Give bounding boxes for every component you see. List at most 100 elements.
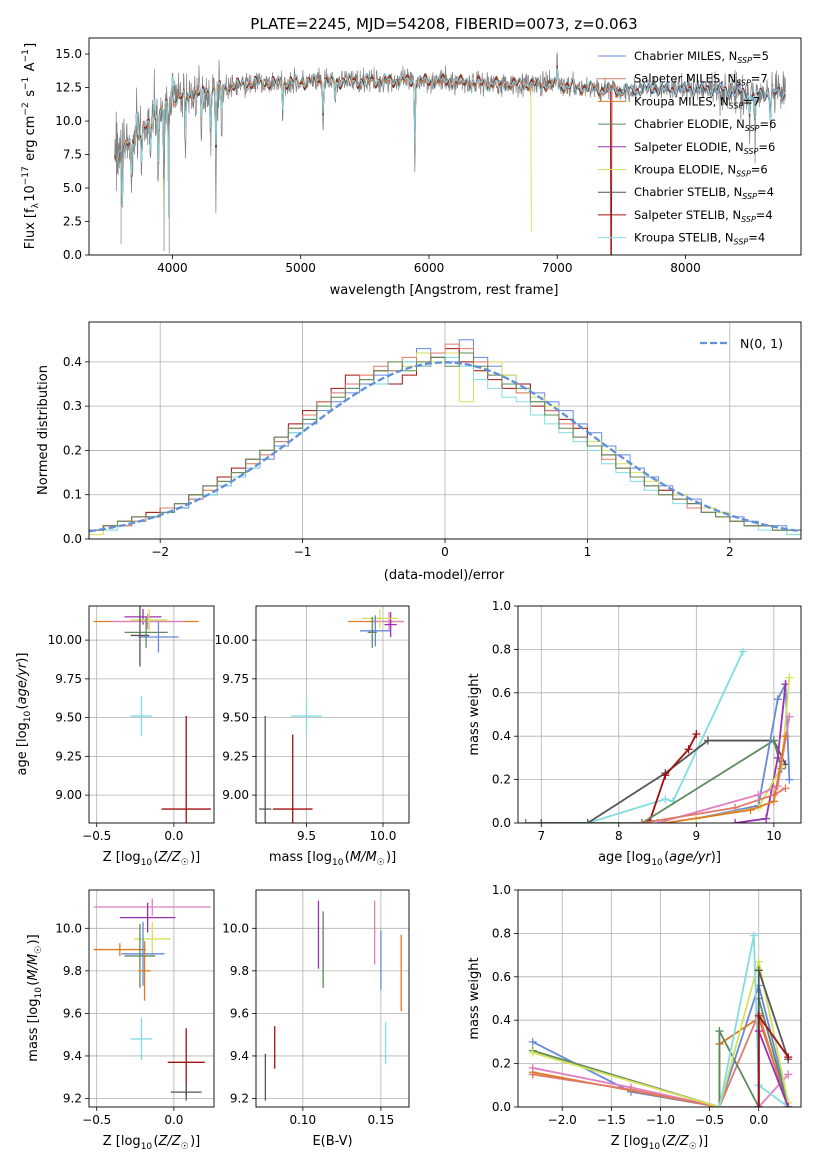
weight-marker xyxy=(762,814,771,823)
weight-series-salpeter_elodie xyxy=(734,684,787,823)
data-point xyxy=(170,1083,202,1101)
frame: −0.5 0.0 9.2 9.4 9.6 9.8 10.0 xyxy=(55,889,215,1127)
y-tick-label: 0.8 xyxy=(492,642,511,656)
label-part: Z/Z xyxy=(158,1134,182,1149)
x-tick-label: 2 xyxy=(726,545,734,559)
y-tick-label: 0.3 xyxy=(63,399,82,413)
axes-frame xyxy=(88,37,802,256)
weight-series-pink xyxy=(657,716,791,823)
label-part: =7 xyxy=(751,72,768,86)
label-part: mass weight xyxy=(467,957,482,1039)
weight-marker xyxy=(785,775,794,784)
data-point xyxy=(119,902,176,933)
weight-series-kroupa_elodie xyxy=(532,961,790,1107)
label-part: A xyxy=(23,62,38,75)
weight-marker xyxy=(754,966,763,975)
x-tick-label: 4000 xyxy=(157,261,188,275)
data-point xyxy=(384,612,397,637)
y-tick-label: 10.00 xyxy=(215,633,249,647)
x-tick-label: −2 xyxy=(151,545,169,559)
axes-frame xyxy=(88,889,215,1108)
x-tick-label: 7 xyxy=(537,829,545,843)
x-axis-label: mass [log10 (M/M☉ )] xyxy=(269,850,396,868)
data-point xyxy=(291,697,322,735)
label-part: ☉ xyxy=(34,946,44,954)
y-tick-label: 0.0 xyxy=(63,532,82,546)
data-point xyxy=(93,898,211,916)
y-tick-label: 10.00 xyxy=(48,633,82,647)
y-axis-label: age [log10 (age/yr)] xyxy=(15,653,33,776)
data-point xyxy=(110,613,185,630)
data-point xyxy=(93,943,147,956)
label-part: =7 xyxy=(743,94,760,108)
label-part: ( xyxy=(345,850,350,865)
label-part: )] xyxy=(26,934,41,944)
x-tick-label: 1 xyxy=(584,545,592,559)
label-part: age/yr xyxy=(15,661,30,704)
weight-marker xyxy=(785,712,794,721)
label-part: SSP xyxy=(736,79,751,88)
y-tick-label: 9.2 xyxy=(230,1091,249,1105)
weight-marker xyxy=(731,803,740,812)
x-axis-label: E(B-V) xyxy=(312,1134,352,1149)
label-part: age [log xyxy=(598,850,651,865)
y-tick-label: 0.4 xyxy=(63,355,82,369)
label-part: SSP xyxy=(741,215,756,224)
label-part: Salpeter MILES, N xyxy=(634,72,736,86)
y-tick-label: 0.2 xyxy=(63,443,82,457)
data-point xyxy=(124,616,168,648)
grid xyxy=(89,606,214,823)
y-tick-label: 9.50 xyxy=(222,711,249,725)
plot-area xyxy=(528,931,793,1107)
weight-series-pink xyxy=(532,1067,789,1107)
y-tick-label: 0.6 xyxy=(492,970,511,984)
x-tick-label: 8000 xyxy=(670,261,701,275)
axes-frame xyxy=(88,321,802,540)
weight-marker xyxy=(781,732,790,741)
x-tick-label: 0.0 xyxy=(164,1113,183,1127)
y-tick-label: 0.6 xyxy=(492,686,511,700)
y-tick-label: 9.6 xyxy=(63,1006,82,1020)
label-part: −1 xyxy=(21,77,31,90)
y-tick-label: 9.00 xyxy=(55,788,82,802)
plot-area xyxy=(93,606,211,823)
y-tick-label: 0.2 xyxy=(492,773,511,787)
label-part: mass [log xyxy=(269,850,332,865)
label-part: =6 xyxy=(751,163,768,177)
x-tick-label: 0 xyxy=(441,545,449,559)
label-part: ☉ xyxy=(377,858,385,868)
grid xyxy=(89,890,214,1107)
label-part: SSP xyxy=(736,170,751,179)
axes-spectrum: 4000 5000 6000 7000 8000 0.0 2.5 5.0 7.5 10.0 12.5… xyxy=(55,37,802,275)
data-point xyxy=(259,716,272,823)
frame: 4000 5000 6000 7000 8000 0.0 2.5 5.0 7.5 10.0 12.5… xyxy=(55,37,802,275)
x-tick-label: −1.0 xyxy=(646,1113,675,1127)
weight-marker xyxy=(661,819,670,823)
y-tick-label: 10.0 xyxy=(55,114,82,128)
y-tick-label: 9.00 xyxy=(222,788,249,802)
legend: N(0, 1) xyxy=(700,336,783,351)
x-tick-label: −0.5 xyxy=(695,1113,724,1127)
weight-series-salpeter_miles xyxy=(532,1011,790,1107)
label-part: =5 xyxy=(752,49,769,63)
x-axis-label: (data-model)/error xyxy=(384,568,505,583)
frame: 9.5 10.0 9.00 9.25 9.50 9.75 10.00 xyxy=(215,605,410,843)
normal-distribution-curve xyxy=(89,361,801,533)
label-part: )] xyxy=(190,850,200,865)
figure-title: PLATE=2245, MJD=54208, FIBERID=0073, z=0… xyxy=(250,15,637,33)
x-tick-label: 8 xyxy=(615,829,623,843)
y-tick-label: 9.25 xyxy=(222,749,249,763)
label-part: Flux [f xyxy=(23,208,38,249)
weight-marker xyxy=(627,1085,636,1094)
legend-entry: Chabrier STELIB, NSSP=4 xyxy=(634,185,774,201)
label-part: ( xyxy=(661,1134,666,1149)
legend-entry: Salpeter MILES, NSSP=7 xyxy=(634,72,768,88)
model-spectrum-kroupa_stelib xyxy=(114,67,786,218)
frame: −0.5 0.0 9.00 9.25 9.50 9.75 10.00 xyxy=(48,605,215,843)
y-tick-label: 0.8 xyxy=(492,926,511,940)
weight-marker xyxy=(754,790,763,799)
x-tick-label: 0.0 xyxy=(164,829,183,843)
y-axis-label: mass weight xyxy=(467,673,482,755)
